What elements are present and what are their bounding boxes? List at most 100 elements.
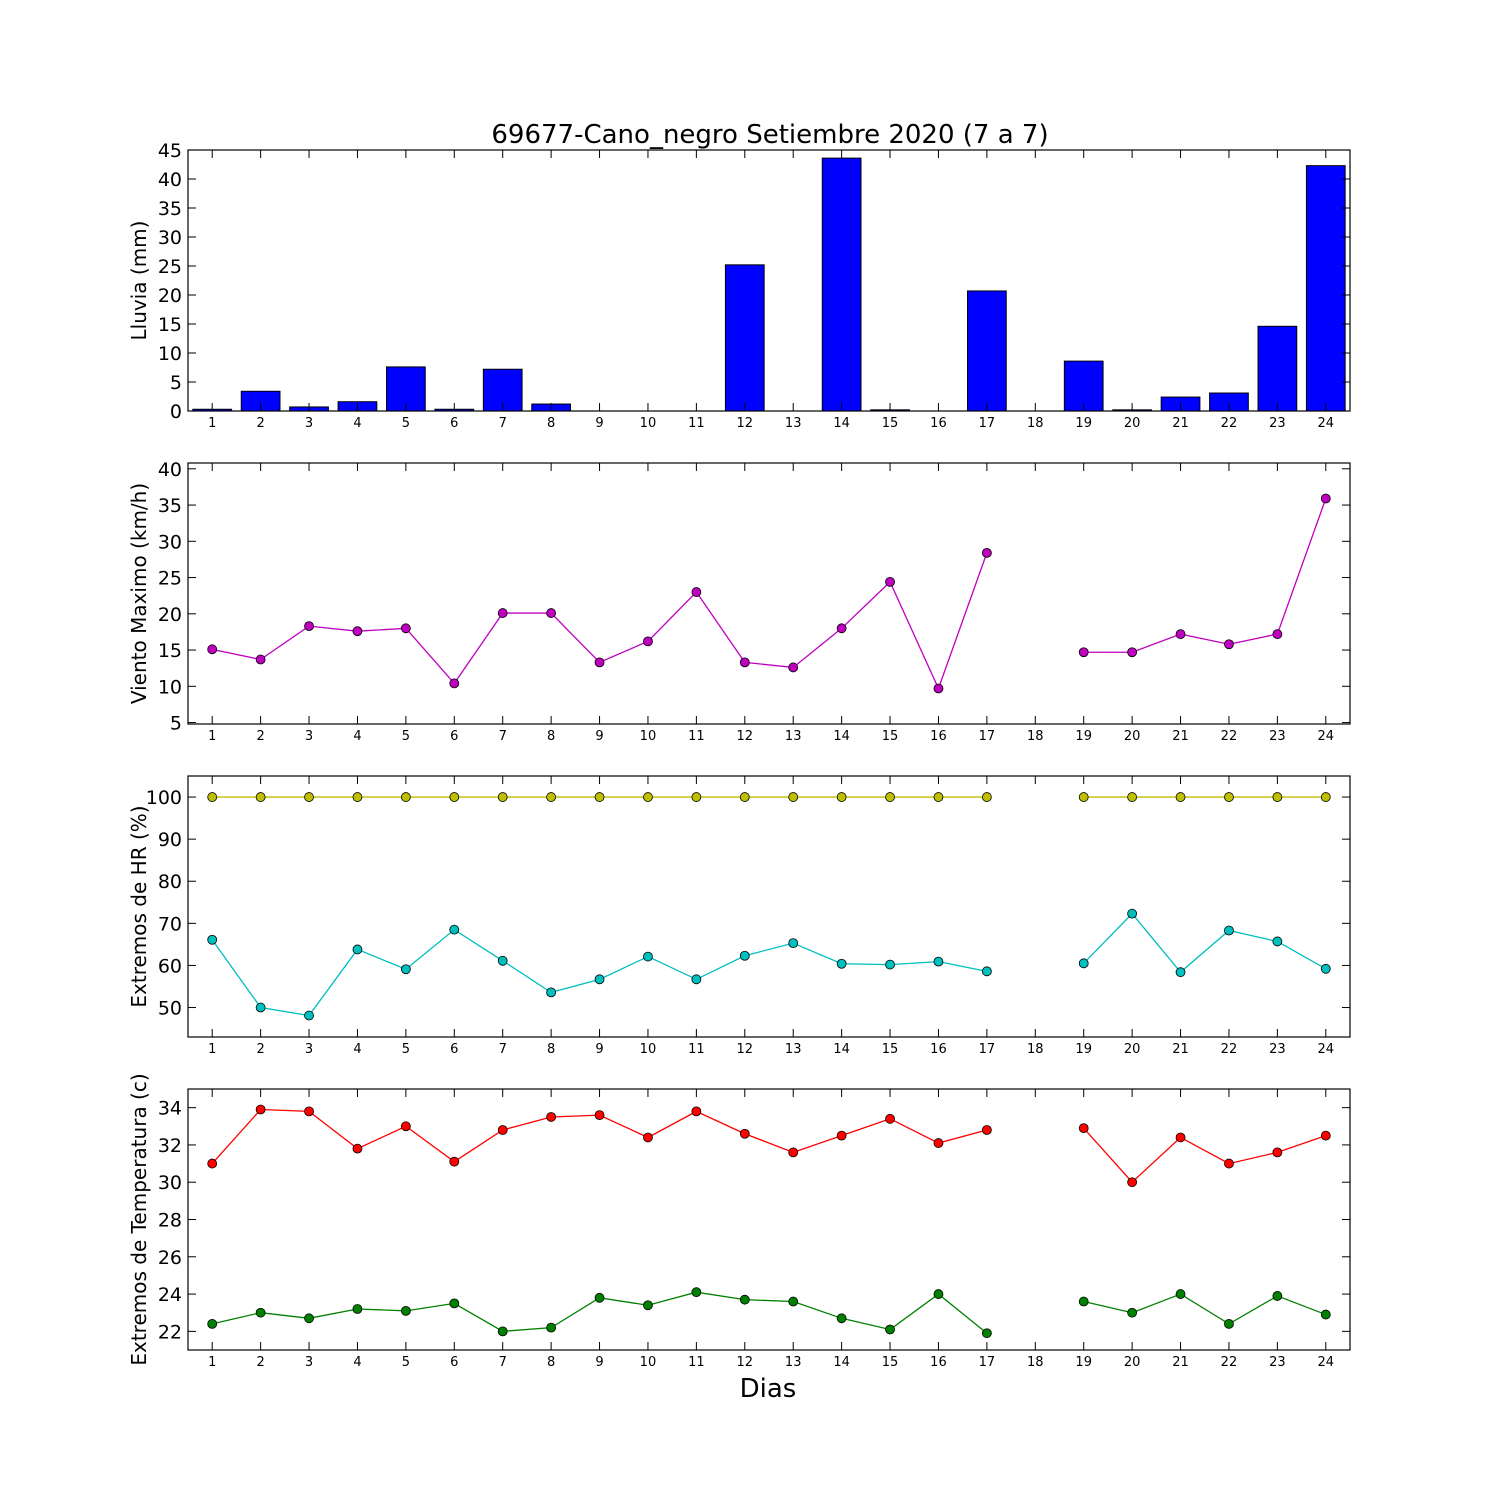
hr-xtick-label: 18 <box>1027 1042 1044 1057</box>
viento-xtick-label: 14 <box>833 729 850 744</box>
temperatura-series-1-point <box>788 1296 799 1307</box>
temperatura-series-1-point <box>352 1304 363 1314</box>
hr-xtick-label: 22 <box>1221 1042 1238 1057</box>
hr-series-1-point <box>304 1010 314 1021</box>
viento-y-axis-label: Viento Maximo (km/h) <box>127 483 151 704</box>
temperatura-series-0-point <box>788 1147 799 1158</box>
hr-xtick-label: 24 <box>1318 1042 1335 1057</box>
temperatura-series-0-point <box>207 1158 218 1169</box>
temperatura-ytick-label: 28 <box>158 1210 182 1232</box>
lluvia-xtick-label: 8 <box>547 416 555 431</box>
viento-series-0-point <box>1127 647 1138 658</box>
temperatura-series-1-point <box>207 1319 218 1329</box>
hr-series-0-point <box>691 792 702 802</box>
temperatura-series-1-point <box>1272 1291 1283 1301</box>
hr-xtick-label: 23 <box>1269 1042 1286 1057</box>
hr-y-axis-label: Extremos de HR (%) <box>127 805 151 1007</box>
viento-series-0-point <box>449 678 460 689</box>
viento-series-0-point <box>352 626 363 637</box>
viento-xtick-label: 17 <box>979 729 996 744</box>
temperatura-series-0-point <box>1320 1130 1331 1141</box>
temperatura-series-1-point <box>497 1326 508 1337</box>
temperatura-xtick-label: 19 <box>1075 1355 1092 1370</box>
viento-ytick-label: 5 <box>170 713 182 735</box>
lluvia-xtick-label: 3 <box>305 416 313 431</box>
viento-ytick-label: 10 <box>158 676 182 698</box>
temperatura-xtick-label: 10 <box>640 1355 657 1370</box>
lluvia-xtick-label: 16 <box>930 416 947 431</box>
lluvia-ytick-label: 10 <box>158 343 182 365</box>
temperatura-series-0-point <box>1127 1177 1138 1188</box>
hr-xtick-label: 17 <box>979 1042 996 1057</box>
hr-series-0-point <box>1175 792 1186 802</box>
temperatura-series-0-point <box>885 1113 895 1124</box>
lluvia-xtick-label: 7 <box>499 416 507 431</box>
temperatura-xtick-label: 12 <box>737 1355 754 1370</box>
viento-ytick-label: 35 <box>158 495 182 517</box>
viento-xtick-label: 20 <box>1124 729 1141 744</box>
lluvia-xtick-label: 4 <box>353 416 361 431</box>
viento-xtick-label: 15 <box>882 729 899 744</box>
temperatura-ytick-label: 24 <box>158 1284 182 1306</box>
hr-series-1-point <box>1078 958 1089 969</box>
hr-xtick-label: 10 <box>640 1042 657 1057</box>
hr-series-0-point <box>1078 792 1089 802</box>
viento-xtick-label: 5 <box>402 729 410 744</box>
hr-series-1-point <box>1127 908 1138 919</box>
viento-series-0-point <box>643 636 653 647</box>
temperatura-series-0-point <box>933 1138 944 1148</box>
viento-series-0-point <box>691 587 702 597</box>
hr-series-1-point <box>400 964 411 975</box>
temperatura-xtick-label: 1 <box>208 1355 216 1370</box>
temperatura-series-1-point <box>885 1324 895 1335</box>
temperatura-ytick-label: 22 <box>158 1321 182 1343</box>
temperatura-series-0-point <box>1078 1123 1089 1134</box>
temperatura-xtick-label: 7 <box>499 1355 507 1370</box>
viento-ytick-label: 30 <box>158 531 182 553</box>
viento-ytick-label: 25 <box>158 568 182 590</box>
viento-series-0-point <box>304 621 314 632</box>
hr-series-1-point <box>1320 963 1331 974</box>
viento-ytick-label: 15 <box>158 640 182 662</box>
temperatura-ytick-label: 32 <box>158 1135 182 1157</box>
hr-series-1-point <box>981 966 992 977</box>
temperatura-series-1-point <box>449 1298 460 1309</box>
hr-series-1-point <box>594 974 605 985</box>
viento-series-0-point <box>739 657 750 668</box>
hr-series-0-point <box>739 792 750 802</box>
viento-xtick-label: 1 <box>208 729 216 744</box>
viento-series-0-point <box>1078 647 1089 658</box>
temperatura-series-0-point <box>981 1125 992 1135</box>
hr-xtick-label: 21 <box>1172 1042 1189 1057</box>
hr-series-0-point <box>885 792 895 802</box>
viento-series-0-point <box>1224 639 1234 650</box>
lluvia-ytick-label: 15 <box>158 314 182 336</box>
lluvia-ytick-label: 25 <box>158 256 182 278</box>
temperatura-series-1-point <box>400 1305 411 1316</box>
temperatura-series-0-point <box>1224 1158 1234 1169</box>
hr-series-0-point <box>255 792 266 802</box>
temperatura-xtick-label: 2 <box>256 1355 264 1370</box>
viento-series-0-point <box>788 662 799 673</box>
lluvia-xtick-label: 11 <box>688 416 705 431</box>
lluvia-bar <box>1257 325 1298 412</box>
lluvia-xtick-label: 12 <box>737 416 754 431</box>
lluvia-bar <box>724 264 765 412</box>
lluvia-axes-frame <box>187 149 1351 412</box>
viento-series-0-point <box>981 548 992 558</box>
hr-series-1-point <box>1272 936 1283 947</box>
lluvia-xtick-label: 17 <box>979 416 996 431</box>
temperatura-xtick-label: 16 <box>930 1355 947 1370</box>
temperatura-series-0-line <box>1083 1127 1327 1184</box>
hr-series-1-point <box>546 987 557 998</box>
hr-series-1-point <box>643 951 653 962</box>
hr-series-0-point <box>400 792 411 802</box>
chart-title: 69677-Cano_negro Setiembre 2020 (7 a 7) <box>491 120 1048 150</box>
temperatura-series-0-point <box>352 1143 363 1154</box>
temperatura-xtick-label: 8 <box>547 1355 555 1370</box>
temperatura-series-0-point <box>449 1156 460 1167</box>
lluvia-xtick-label: 22 <box>1221 416 1238 431</box>
hr-ytick-label: 70 <box>158 913 182 935</box>
hr-xtick-label: 5 <box>402 1042 410 1057</box>
